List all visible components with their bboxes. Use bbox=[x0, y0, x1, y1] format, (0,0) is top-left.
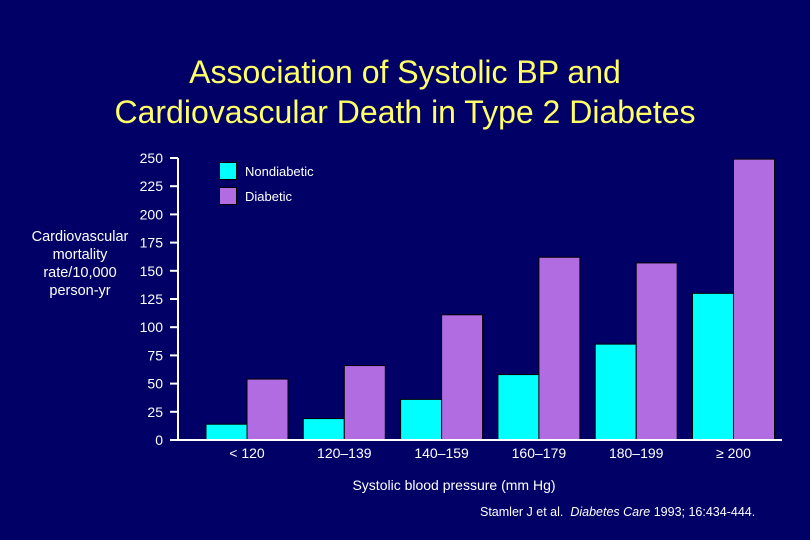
legend-label-nondiabetic: Nondiabetic bbox=[245, 164, 314, 179]
citation-details: 1993; 16:434-444. bbox=[653, 505, 756, 519]
legend-swatch-nondiabetic bbox=[219, 162, 237, 180]
bar-diabetic bbox=[635, 262, 678, 441]
y-tick-label: 75 bbox=[147, 347, 163, 363]
bar-nondiabetic bbox=[497, 374, 540, 441]
x-tick-label: 120–139 bbox=[317, 445, 372, 461]
x-tick-label: 180–199 bbox=[609, 445, 664, 461]
y-tick-label: 125 bbox=[140, 291, 164, 307]
legend-swatch-diabetic bbox=[219, 187, 237, 205]
bar-nondiabetic bbox=[302, 418, 345, 441]
citation-journal: Diabetes Care bbox=[570, 505, 651, 519]
y-axis-label-line: Cardiovascular bbox=[31, 229, 129, 245]
bar-nondiabetic bbox=[594, 343, 637, 441]
y-axis-label-line: rate/10,000 bbox=[43, 265, 117, 281]
bar-nondiabetic bbox=[692, 292, 734, 441]
x-tick-label: ≥ 200 bbox=[716, 445, 751, 461]
bar-diabetic bbox=[246, 378, 289, 441]
y-tick-label: 200 bbox=[140, 206, 164, 222]
y-axis-label-line: person-yr bbox=[49, 283, 111, 299]
y-tick-label: 250 bbox=[140, 150, 164, 166]
y-tick-label: 225 bbox=[140, 178, 164, 194]
chart-title: Association of Systolic BP and Cardiovas… bbox=[0, 52, 810, 132]
bar-diabetic bbox=[538, 256, 581, 441]
y-axis-label: Cardiovascular mortality rate/10,000 per… bbox=[20, 228, 140, 300]
y-tick-label: 175 bbox=[140, 235, 164, 251]
citation-authors: Stamler J et al. bbox=[480, 505, 564, 519]
chart-title-line-1: Association of Systolic BP and bbox=[189, 54, 621, 90]
bar-diabetic bbox=[343, 365, 386, 441]
citation: Stamler J et al. Diabetes Care 1993; 16:… bbox=[480, 505, 755, 519]
legend-label-diabetic: Diabetic bbox=[245, 189, 292, 204]
chart-title-line-2: Cardiovascular Death in Type 2 Diabetes bbox=[114, 94, 696, 130]
y-tick-label: 150 bbox=[140, 263, 164, 279]
x-tick-label: < 120 bbox=[229, 445, 265, 461]
y-tick-label: 50 bbox=[147, 376, 163, 392]
y-tick-label: 25 bbox=[147, 404, 163, 420]
x-tick-label: 160–179 bbox=[512, 445, 567, 461]
bar-diabetic bbox=[441, 314, 484, 441]
x-tick-label: 140–159 bbox=[414, 445, 469, 461]
bar-nondiabetic bbox=[205, 423, 248, 441]
y-axis-label-line: mortality bbox=[52, 247, 108, 263]
bar-diabetic bbox=[733, 158, 775, 441]
y-tick-label: 0 bbox=[155, 432, 163, 448]
x-axis-label: Systolic blood pressure (mm Hg) bbox=[352, 477, 555, 493]
y-tick-label: 100 bbox=[140, 319, 164, 335]
bar-nondiabetic bbox=[400, 398, 443, 441]
